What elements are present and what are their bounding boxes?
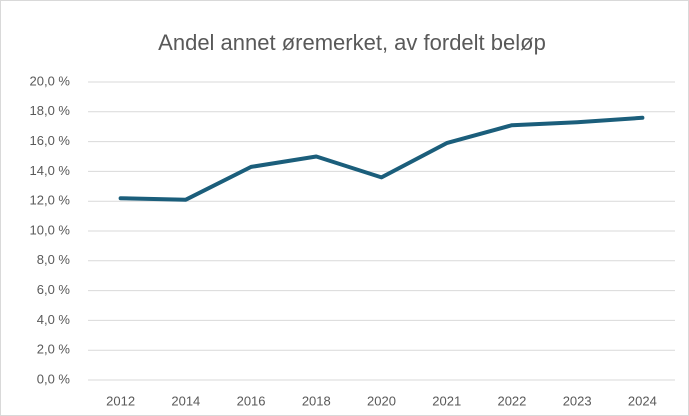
- y-tick-label: 6,0 %: [37, 282, 71, 297]
- y-tick-label: 14,0 %: [30, 163, 71, 178]
- y-tick-label: 4,0 %: [37, 312, 71, 327]
- y-tick-label: 0,0 %: [37, 371, 71, 386]
- x-tick-label: 2016: [237, 393, 266, 408]
- x-tick-label: 2018: [302, 393, 331, 408]
- y-tick-label: 20,0 %: [30, 73, 71, 88]
- chart-title: Andel annet øremerket, av fordelt beløp: [158, 30, 546, 55]
- x-tick-label: 2020: [367, 393, 396, 408]
- x-tick-label: 2024: [628, 393, 657, 408]
- y-tick-label: 12,0 %: [30, 193, 71, 208]
- y-tick-label: 2,0 %: [37, 342, 71, 357]
- x-tick-label: 2023: [563, 393, 592, 408]
- x-tick-label: 2021: [432, 393, 461, 408]
- y-tick-label: 18,0 %: [30, 103, 71, 118]
- x-tick-label: 2014: [171, 393, 200, 408]
- y-tick-label: 8,0 %: [37, 252, 71, 267]
- x-tick-label: 2012: [106, 393, 135, 408]
- x-tick-label: 2022: [497, 393, 526, 408]
- y-tick-label: 10,0 %: [30, 222, 71, 237]
- y-tick-label: 16,0 %: [30, 133, 71, 148]
- line: [118, 115, 645, 202]
